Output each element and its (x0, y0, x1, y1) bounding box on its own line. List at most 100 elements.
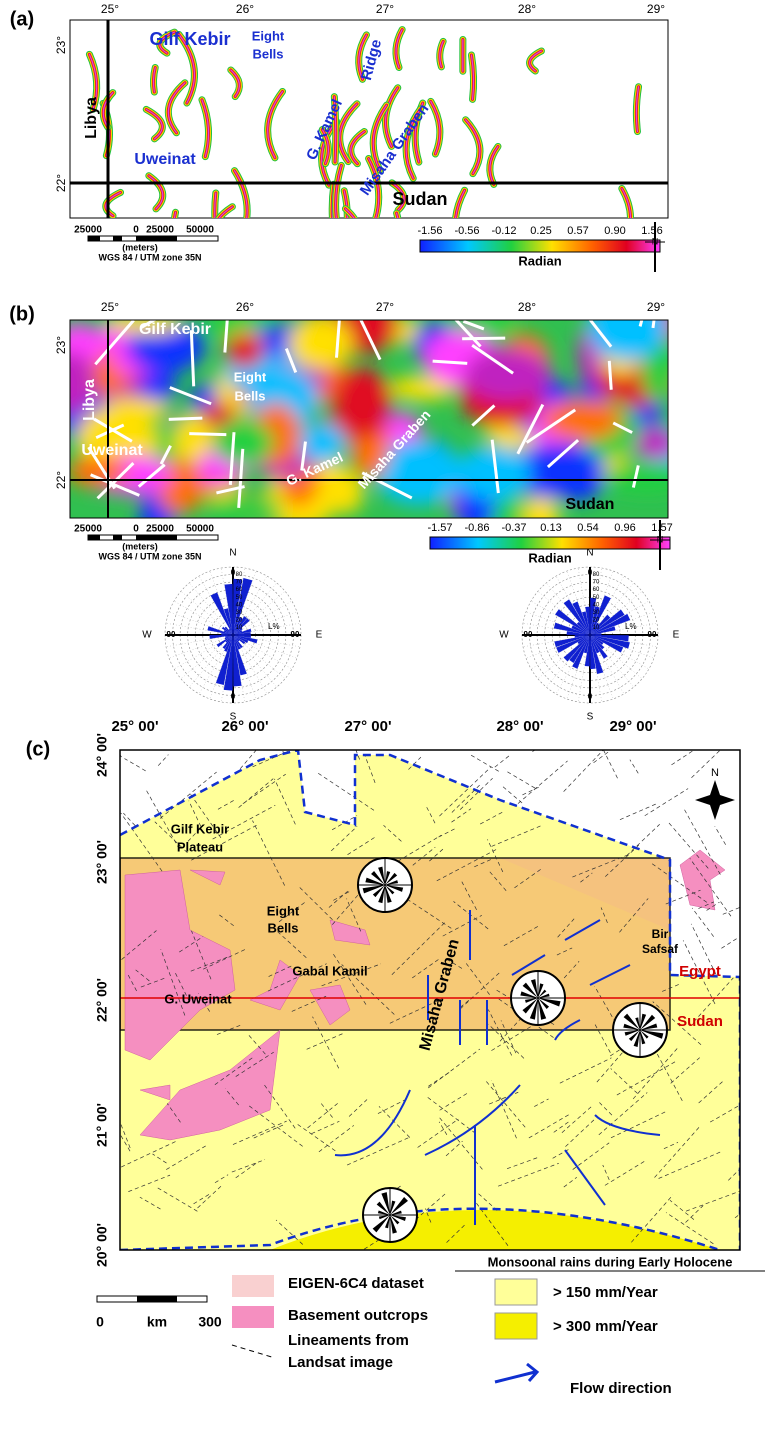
colorbar-tick: -1.57 (427, 522, 452, 534)
colorbar-tick: 0.13 (540, 522, 561, 534)
north-label: N (652, 236, 659, 246)
scale-tick: 25000 (146, 524, 174, 535)
place-label: Gilf Kebir (139, 321, 211, 338)
rose-direction: N (229, 548, 236, 559)
place-label: Uweinat (81, 442, 143, 459)
scale-tick: 50000 (186, 524, 214, 535)
lon-label: 25° (101, 300, 119, 314)
legend-swatch (232, 1345, 275, 1358)
projection: WGS 84 / UTM zone 35N (98, 252, 201, 262)
rose-ring-label: 10 (593, 625, 600, 631)
lat-label: 21° 00' (94, 1103, 110, 1147)
legend-swatch (495, 1279, 537, 1305)
field-blob (605, 462, 691, 493)
lon-label: 26° 00' (221, 718, 268, 735)
place-label: Uweinat (134, 151, 196, 168)
legend-label: EIGEN-6C4 dataset (288, 1275, 424, 1292)
rose-ring-label: 30 (593, 610, 600, 616)
place-label: Sudan (566, 496, 615, 513)
lon-label: 28° (518, 2, 536, 16)
scale-label: 0 (96, 1314, 104, 1330)
colorbar-tick: 0.25 (530, 225, 551, 237)
legend-swatch (495, 1364, 537, 1382)
colorbar-tick: 0.54 (577, 522, 598, 534)
scale-unit: (meters) (122, 242, 158, 252)
scale-unit: (meters) (122, 541, 158, 551)
scale-bar-segment (88, 535, 100, 540)
north-label: N (711, 767, 719, 779)
rose-direction: W (499, 630, 509, 641)
rose-spoke (546, 635, 590, 687)
colorbar-tick: -0.37 (501, 522, 526, 534)
legend-label: > 150 mm/Year (553, 1284, 658, 1301)
lon-label: 25° (101, 2, 119, 16)
legend-label: > 300 mm/Year (553, 1318, 658, 1335)
place-label: Eight (252, 28, 285, 43)
rose-direction: N (586, 548, 593, 559)
field-blob (543, 400, 621, 441)
rose-ring-label: 70 (236, 580, 243, 586)
scale-tick: 25000 (74, 225, 102, 236)
rose-axis-label: 90 (167, 630, 176, 639)
anomaly-curve (397, 213, 402, 274)
lineament (609, 361, 611, 390)
rose-ring-label: 50 (593, 595, 600, 601)
place-label: Safsaf (642, 942, 679, 956)
legend-swatch (495, 1313, 537, 1339)
place-label: Bells (267, 920, 298, 935)
lat-label: 22° 00' (94, 978, 110, 1022)
place-label: Eight (234, 369, 267, 384)
field-blob (225, 333, 263, 368)
colorbar-title: Radian (518, 253, 561, 268)
rose-ring-label: 60 (236, 587, 243, 593)
field-blob (173, 425, 210, 461)
figure: (a)25°26°27°28°29°23°22°Gilf KebirEightB… (0, 0, 767, 1429)
scale-label: 300 (198, 1314, 222, 1330)
lat-label: 22° (54, 174, 68, 192)
lat-label: 23° (54, 336, 68, 354)
legend-swatch (232, 1275, 274, 1297)
rose-ring-label: 20 (236, 617, 243, 623)
lon-label: 27° 00' (344, 718, 391, 735)
field-blob (633, 427, 678, 459)
lineament (189, 434, 226, 435)
rose-ring-label: 70 (593, 580, 600, 586)
rose-ring-label: 40 (593, 602, 600, 608)
scale-tick: 50000 (186, 225, 214, 236)
rose-axis-label: 0 (231, 692, 236, 701)
place-label: Gabal Kamil (292, 963, 367, 978)
place-label: Libya (83, 97, 100, 139)
lat-label: 24° 00' (94, 733, 110, 777)
anomaly-curve (397, 213, 402, 274)
lon-label: 28° 00' (496, 718, 543, 735)
field-blob (207, 496, 282, 521)
field-blob (288, 317, 353, 369)
lon-label: 25° 00' (111, 718, 158, 735)
legend-label: Lineaments from (288, 1332, 409, 1349)
panel-label: (a) (10, 8, 34, 30)
colorbar-tick: 1.57 (651, 522, 672, 534)
lat-label: 23° (54, 36, 68, 54)
anomaly-curve (397, 213, 402, 274)
place-label: Gilf Kebir (149, 29, 230, 49)
rose-ring-label: 60 (593, 587, 600, 593)
place-label: Bells (252, 46, 283, 61)
colorbar-tick: -1.56 (417, 225, 442, 237)
rose-direction: E (673, 630, 680, 641)
place-label: Bir (652, 927, 669, 941)
scale-tick: 25000 (146, 225, 174, 236)
rose-axis-label: 90 (291, 630, 300, 639)
place-label: Gilf Kebir (171, 821, 230, 836)
lineament (462, 338, 505, 339)
lon-label: 27° (376, 2, 394, 16)
scale-tick: 0 (133, 225, 139, 236)
place-label: Sudan (392, 189, 447, 209)
scale-bar-segment (113, 236, 122, 241)
colorbar-tick: 0.57 (567, 225, 588, 237)
place-label: Egypt (679, 963, 721, 980)
anomaly-curve (397, 213, 402, 274)
scale-bar-segment (137, 1296, 177, 1302)
rose-ring-label: 20 (593, 617, 600, 623)
field-blob (465, 349, 551, 401)
rose-direction: S (587, 712, 594, 723)
